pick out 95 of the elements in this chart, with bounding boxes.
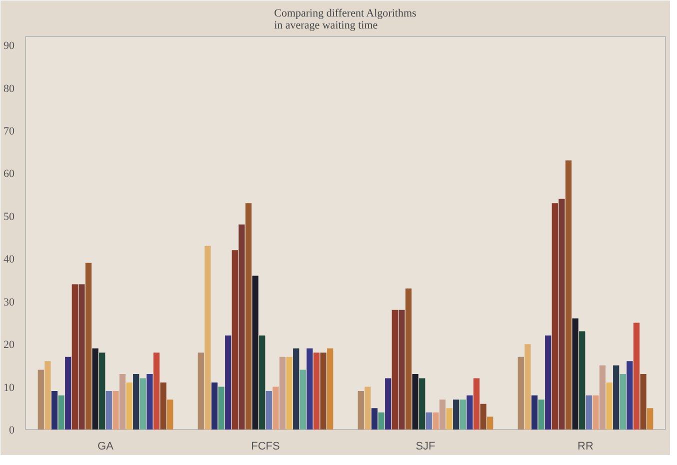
bar bbox=[524, 344, 531, 430]
bar bbox=[225, 336, 232, 430]
bar bbox=[565, 160, 572, 430]
bar bbox=[439, 400, 446, 430]
y-tick-label: 50 bbox=[4, 210, 15, 223]
bar bbox=[473, 378, 480, 430]
bar bbox=[371, 408, 378, 430]
bar bbox=[38, 370, 44, 430]
bar bbox=[133, 374, 140, 430]
bar bbox=[364, 386, 371, 430]
bar bbox=[426, 412, 432, 430]
bar bbox=[126, 382, 132, 430]
x-tick-label: SJF bbox=[416, 440, 436, 452]
bar bbox=[586, 395, 592, 430]
bar bbox=[146, 374, 153, 430]
y-tick-label: 80 bbox=[4, 82, 15, 95]
bar bbox=[487, 416, 494, 430]
bar bbox=[286, 356, 292, 430]
bar bbox=[606, 382, 612, 430]
bar bbox=[466, 395, 473, 430]
y-tick-label: 90 bbox=[4, 40, 15, 52]
bar bbox=[279, 356, 286, 430]
bar bbox=[640, 374, 646, 430]
bar bbox=[538, 400, 544, 430]
bar bbox=[518, 356, 524, 430]
bar bbox=[599, 365, 606, 430]
x-tick-label: GA bbox=[98, 440, 114, 452]
bar bbox=[592, 395, 599, 430]
x-tick-label: FCFS bbox=[251, 440, 280, 452]
bar bbox=[613, 365, 620, 430]
bar bbox=[572, 318, 578, 430]
bar bbox=[238, 224, 245, 430]
y-tick-label: 60 bbox=[4, 168, 15, 180]
bar bbox=[531, 395, 538, 430]
bar bbox=[160, 382, 166, 430]
y-tick-label: 20 bbox=[4, 339, 15, 352]
bar bbox=[65, 356, 72, 430]
bar bbox=[647, 408, 654, 430]
bar bbox=[626, 361, 633, 430]
bar bbox=[153, 352, 160, 430]
bar bbox=[633, 322, 640, 430]
y-tick-label: 70 bbox=[4, 125, 15, 138]
y-tick-label: 0 bbox=[9, 424, 15, 436]
bar bbox=[412, 374, 418, 430]
bar bbox=[300, 370, 306, 430]
bar bbox=[112, 391, 119, 430]
bar bbox=[545, 336, 552, 430]
bar bbox=[44, 361, 51, 430]
bar bbox=[327, 348, 334, 430]
bar bbox=[419, 378, 426, 430]
bar bbox=[378, 412, 384, 430]
bar bbox=[432, 412, 439, 430]
bar bbox=[446, 408, 452, 430]
bar bbox=[405, 288, 412, 430]
bar bbox=[92, 348, 98, 430]
bar bbox=[558, 198, 565, 430]
bar bbox=[85, 262, 92, 430]
bar bbox=[552, 203, 558, 430]
bar bbox=[392, 310, 398, 430]
bar bbox=[385, 378, 392, 430]
bar bbox=[306, 348, 313, 430]
bar bbox=[245, 203, 252, 430]
bar bbox=[106, 391, 112, 430]
bar bbox=[398, 310, 405, 430]
bar bbox=[211, 382, 218, 430]
x-tick-label: RR bbox=[578, 440, 594, 452]
bar bbox=[480, 404, 486, 430]
bar bbox=[119, 374, 126, 430]
bar bbox=[58, 395, 64, 430]
bar bbox=[252, 276, 258, 430]
chart-title: Comparing different Algorithms in average waiting time bbox=[274, 8, 416, 32]
y-tick-label: 30 bbox=[4, 296, 15, 308]
bar bbox=[272, 386, 279, 430]
bar bbox=[51, 391, 58, 430]
y-tick-label: 10 bbox=[4, 382, 15, 394]
bar bbox=[198, 352, 204, 430]
y-tick-label: 40 bbox=[4, 254, 15, 266]
bar bbox=[358, 391, 364, 430]
bar bbox=[460, 400, 466, 430]
bar bbox=[218, 386, 224, 430]
bar bbox=[204, 246, 211, 430]
bar bbox=[99, 352, 106, 430]
bar bbox=[78, 284, 85, 430]
bar bbox=[167, 400, 174, 430]
bar bbox=[579, 331, 586, 430]
bar bbox=[453, 400, 460, 430]
bar bbox=[293, 348, 300, 430]
bar bbox=[266, 391, 272, 430]
bar bbox=[232, 250, 238, 430]
bar bbox=[140, 378, 146, 430]
bar bbox=[320, 352, 326, 430]
bar bbox=[72, 284, 78, 430]
bar bbox=[259, 336, 266, 430]
bar bbox=[620, 374, 626, 430]
bar bbox=[313, 352, 320, 430]
